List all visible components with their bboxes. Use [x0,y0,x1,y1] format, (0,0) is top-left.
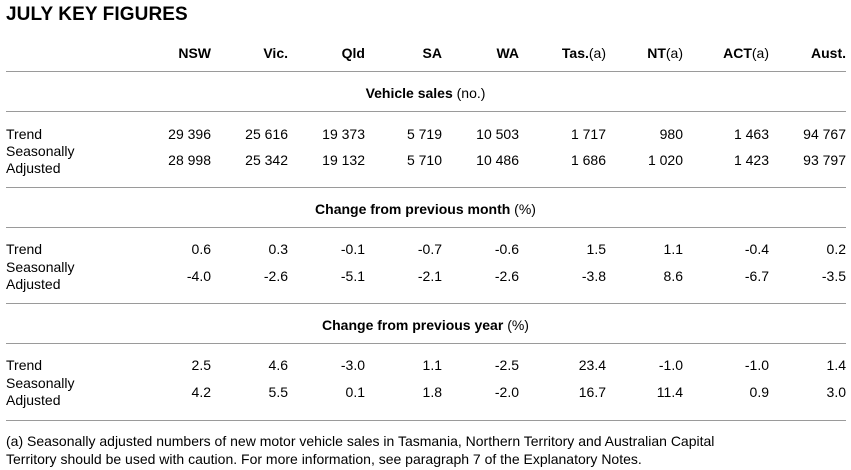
column-header-sa: SA [422,45,442,61]
table-cell: 28 998 [168,152,211,168]
table-cell: 1 686 [570,152,606,168]
table-cell: 10 503 [476,126,519,142]
table-cell: 1.1 [663,241,683,257]
table-cell: -3.8 [581,268,606,284]
table-cell: 4.6 [268,357,288,373]
table-cell: -3.0 [340,357,365,373]
divider [6,303,846,304]
divider [6,187,846,188]
table-cell: -0.1 [340,241,365,257]
footnote-line: (a) Seasonally adjusted numbers of new m… [6,433,715,449]
section-title-vehicle-sales: Vehicle sales (no.) [365,85,486,101]
table-cell: -2.5 [494,357,519,373]
table-cell: 8.6 [663,268,683,284]
column-header-wa: WA [496,45,519,61]
table-cell: 11.4 [656,384,683,400]
table-cell: 29 396 [168,126,211,142]
table-cell: 5 719 [406,126,442,142]
table-cell: 1.8 [422,384,442,400]
table-cell: -1.0 [658,357,683,373]
column-header-vic: Vic. [263,45,288,61]
table-cell: 23.4 [578,357,606,373]
table-cell: 19 132 [322,152,365,168]
table-cell: -2.0 [494,384,519,400]
footnote: (a) Seasonally adjusted numbers of new m… [6,432,846,468]
column-header-row: NSW Vic. Qld SA WA Tas.(a) NT(a) ACT(a) … [0,44,851,62]
table-cell: 93 797 [803,152,846,168]
table-cell: -5.1 [340,268,365,284]
table-cell: 10 486 [476,152,519,168]
column-header-nsw: NSW [178,45,211,61]
column-header-tas: Tas.(a) [561,45,606,61]
table-cell: 25 342 [245,152,288,168]
table-cell: 3.0 [826,384,846,400]
row-label-seasonally-adjusted: Seasonally Adjusted [6,143,75,176]
section-title-change-previous-year: Change from previous year (%) [322,317,529,333]
table-row-seasonally-adjusted: 28 998 25 342 19 132 5 710 10 486 1 686 … [0,151,851,169]
table-cell: 0.2 [826,241,846,257]
table-cell: 5 710 [406,152,442,168]
table-cell: 2.5 [191,357,211,373]
table-row-trend: Trend 29 396 25 616 19 373 5 719 10 503 … [0,125,851,143]
table-cell: 0.9 [749,384,769,400]
table-cell: 980 [659,126,683,142]
row-label-seasonally-adjusted: Seasonally Adjusted [6,259,75,292]
column-header-nt: NT(a) [647,45,683,61]
table-cell: 1.4 [826,357,846,373]
section-title-change-previous-month: Change from previous month (%) [315,201,536,217]
footnote-line: Territory should be used with caution. F… [6,451,642,467]
column-header-qld: Qld [341,45,365,61]
table-cell: -1.0 [744,357,769,373]
table-cell: -0.6 [494,241,519,257]
table-cell: -6.7 [744,268,769,284]
row-label-trend: Trend [6,126,43,142]
table-cell: -2.1 [417,268,442,284]
table-cell: 0.6 [191,241,211,257]
table-cell: 0.1 [345,384,365,400]
column-header-aust: Aust. [811,45,846,61]
table-cell: 1 717 [570,126,606,142]
table-cell: 1 463 [733,126,769,142]
table-row-trend: Trend 0.6 0.3 -0.1 -0.7 -0.6 1.5 1.1 -0.… [0,240,851,258]
table-cell: 19 373 [322,126,365,142]
divider [6,227,846,228]
divider [6,420,846,421]
table-cell: -4.0 [186,268,211,284]
divider [6,343,846,344]
table-cell: 5.5 [268,384,288,400]
table-row-seasonally-adjusted: 4.2 5.5 0.1 1.8 -2.0 16.7 11.4 0.9 3.0 [0,383,851,401]
table-cell: 1.1 [422,357,442,373]
row-label-trend: Trend [6,241,43,257]
table-cell: 4.2 [191,384,211,400]
table-cell: 1.5 [586,241,606,257]
table-row-seasonally-adjusted: -4.0 -2.6 -5.1 -2.1 -2.6 -3.8 8.6 -6.7 -… [0,267,851,285]
column-header-act: ACT(a) [723,45,769,61]
table-cell: -3.5 [821,268,846,284]
table-row-trend: Trend 2.5 4.6 -3.0 1.1 -2.5 23.4 -1.0 -1… [0,356,851,374]
table-cell: -2.6 [263,268,288,284]
table-cell: -0.4 [744,241,769,257]
row-label-seasonally-adjusted: Seasonally Adjusted [6,375,75,408]
table-cell: 16.7 [578,384,606,400]
table-cell: 0.3 [268,241,288,257]
row-label-trend: Trend [6,357,43,373]
divider [6,111,846,112]
table-cell: 1 423 [733,152,769,168]
page-title: JULY KEY FIGURES [6,4,188,25]
divider [6,71,846,72]
table-cell: -0.7 [417,241,442,257]
table-cell: -2.6 [494,268,519,284]
table-cell: 94 767 [803,126,846,142]
table-cell: 1 020 [647,152,683,168]
table-cell: 25 616 [245,126,288,142]
